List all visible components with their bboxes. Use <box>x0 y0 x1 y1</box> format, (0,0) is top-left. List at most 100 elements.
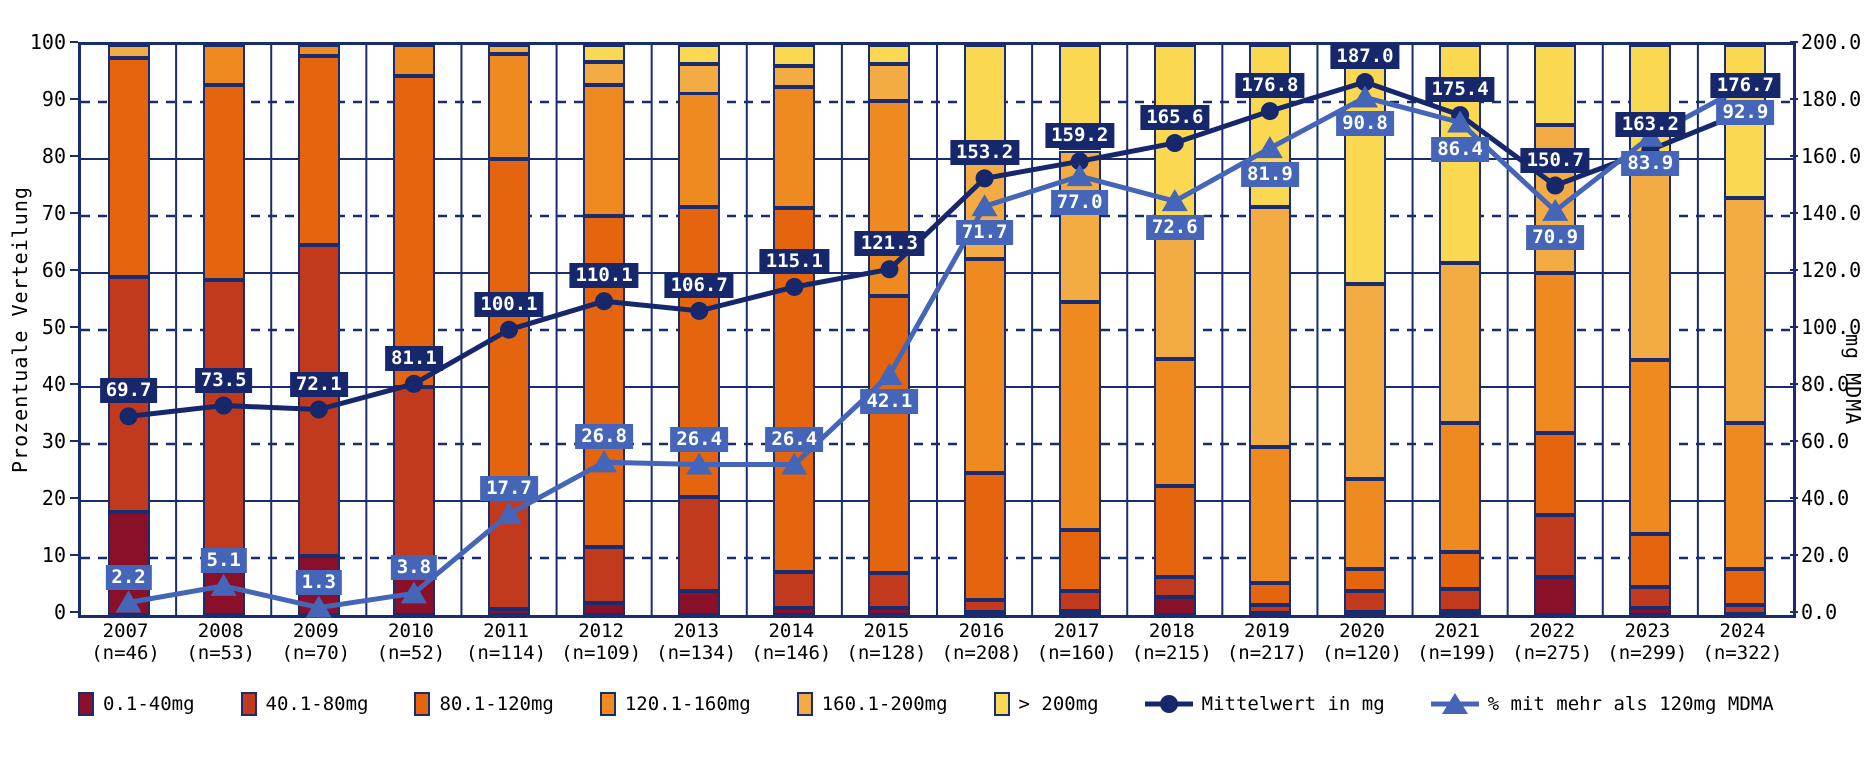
value-label-% mit mehr als 120mg MDMA-2009: 1.3 <box>295 569 342 595</box>
left-tick-60: 60 <box>41 258 66 282</box>
x-label-2024: 2024 (n=322) <box>1695 620 1790 664</box>
right-tick-mark-120.0 <box>1790 269 1798 271</box>
point-Mittelwert in mg-2017 <box>1070 152 1089 171</box>
point-% mit mehr als 120mg MDMA-2022 <box>1542 198 1569 221</box>
bar-segment-2017-40.1-80mg <box>1058 590 1101 611</box>
point-% mit mehr als 120mg MDMA-2014 <box>781 452 808 475</box>
x-label-n-2019: (n=217) <box>1226 642 1307 664</box>
point-Mittelwert in mg-2010 <box>404 374 423 393</box>
value-label-Mittelwert in mg-2012: 110.1 <box>569 263 639 289</box>
x-label-n-2011: (n=114) <box>465 642 547 664</box>
bar-segment-2023-40.1-80mg <box>1629 586 1672 609</box>
value-label-Mittelwert in mg-2017: 159.2 <box>1045 123 1115 149</box>
legend-swatch-icon-160.1-200mg <box>796 692 813 716</box>
point-% mit mehr als 120mg MDMA-2017 <box>1066 164 1093 187</box>
bar-segment-2010-40.1-80mg <box>392 387 435 570</box>
left-tick-0: 0 <box>53 600 66 624</box>
x-label-2010: 2010 (n=52) <box>363 620 458 664</box>
left-tick-mark-60 <box>70 269 78 271</box>
x-label-2018: 2018 (n=215) <box>1124 620 1219 664</box>
legend-item-> 200mg: > 200mg <box>993 692 1099 716</box>
x-label-n-2015: (n=128) <box>846 642 927 664</box>
right-tick-mark-180.0 <box>1790 98 1798 100</box>
right-tick-0.0: 0.0 <box>1801 600 1838 624</box>
bar-segment-2010-80.1-120mg <box>392 76 435 387</box>
bar-segment-2020-80.1-120mg <box>1344 569 1386 592</box>
value-label-% mit mehr als 120mg MDMA-2022: 70.9 <box>1526 224 1585 250</box>
bar-segment-2021-160.1-200mg <box>1439 262 1482 423</box>
x-label-2016: 2016 (n=208) <box>934 620 1029 664</box>
value-label-Mittelwert in mg-2021: 175.4 <box>1425 77 1495 103</box>
point-Mittelwert in mg-2011 <box>500 320 518 339</box>
right-tick-mark-0.0 <box>1790 611 1798 613</box>
x-label-n-2024: (n=322) <box>1702 642 1783 664</box>
value-label-% mit mehr als 120mg MDMA-2008: 5.1 <box>200 547 247 573</box>
bar-segment-2011-0.1-40mg <box>488 609 530 615</box>
x-label-year-2024: 2024 <box>1719 620 1766 642</box>
bar-segment-2022-40.1-80mg <box>1534 514 1577 578</box>
bar-segment-2013-> 200mg <box>678 45 721 64</box>
value-label-% mit mehr als 120mg MDMA-2021: 86.4 <box>1431 136 1489 162</box>
x-label-2008: 2008 (n=53) <box>173 620 268 664</box>
value-label-Mittelwert in mg-2011: 100.1 <box>474 291 544 317</box>
x-label-year-2009: 2009 <box>292 620 339 642</box>
point-Mittelwert in mg-2008 <box>214 396 233 415</box>
bar-segment-2016-> 200mg <box>963 45 1006 150</box>
x-label-n-2014: (n=146) <box>751 642 832 664</box>
x-label-n-2009: (n=70) <box>281 642 351 664</box>
bar-segment-2008-120.1-160mg <box>202 45 245 85</box>
legend-swatch-icon-120.1-160mg <box>599 692 616 716</box>
line-series <box>115 73 1759 618</box>
x-label-year-2019: 2019 <box>1244 620 1290 642</box>
bar-segment-2019-120.1-160mg <box>1248 446 1291 584</box>
point-Mittelwert in mg-2016 <box>975 169 994 188</box>
legend-label: 0.1-40mg <box>103 693 195 715</box>
bar-segment-2018-120.1-160mg <box>1153 359 1196 486</box>
point-% mit mehr als 120mg MDMA-2010 <box>400 581 427 604</box>
bar-segment-2007-80.1-120mg <box>107 57 150 277</box>
legend-label: 120.1-160mg <box>624 693 751 715</box>
right-tick-140.0: 140.0 <box>1801 201 1862 225</box>
bar-segment-2014-> 200mg <box>773 45 816 66</box>
value-label-% mit mehr als 120mg MDMA-2012: 26.8 <box>575 424 633 450</box>
line-% mit mehr als 120mg MDMA <box>128 83 1747 611</box>
legend-triangle-sample <box>1441 693 1468 714</box>
legend: 0.1-40mg 40.1-80mg 80.1-120mg 120.1-160mg 16… <box>78 692 1838 716</box>
legend-swatch-icon-0.1-40mg <box>78 692 94 716</box>
bar-segment-2021-80.1-120mg <box>1439 551 1482 589</box>
x-label-year-2016: 2016 <box>958 620 1005 642</box>
left-tick-30: 30 <box>41 429 66 453</box>
legend-item-160.1-200mg: 160.1-200mg <box>796 692 948 716</box>
bar-segment-2012-40.1-80mg <box>583 546 626 603</box>
bar-segment-2012-160.1-200mg <box>583 62 626 85</box>
left-tick-mark-0 <box>70 611 78 613</box>
value-label-Mittelwert in mg-2016: 153.2 <box>949 140 1020 166</box>
bar-segment-2014-120.1-160mg <box>773 87 816 208</box>
bar-segment-2008-80.1-120mg <box>202 84 245 280</box>
bar-segment-2023-120.1-160mg <box>1629 360 1672 535</box>
right-tick-mark-60.0 <box>1790 440 1798 442</box>
left-tick-20: 20 <box>41 486 66 510</box>
legend-item-Mittelwert in mg: Mittelwert in mg <box>1144 692 1385 716</box>
bar-segment-2017-0.1-40mg <box>1058 611 1101 615</box>
bar-segment-2020-160.1-200mg <box>1344 284 1386 480</box>
x-label-year-2008: 2008 <box>197 620 244 642</box>
bar-segment-2021-0.1-40mg <box>1439 611 1482 615</box>
right-tick-180.0: 180.0 <box>1801 87 1862 111</box>
point-% mit mehr als 120mg MDMA-2019 <box>1256 136 1283 159</box>
left-tick-50: 50 <box>41 315 66 339</box>
x-label-n-2023: (n=299) <box>1607 642 1688 664</box>
bar-segment-2009-120.1-160mg <box>297 45 340 57</box>
value-label-Mittelwert in mg-2008: 73.5 <box>194 367 253 393</box>
value-label-% mit mehr als 120mg MDMA-2007: 2.2 <box>105 564 152 590</box>
legend-swatch-icon-> 200mg <box>993 692 1010 716</box>
gridlines <box>81 45 1793 615</box>
legend-item-80.1-120mg: 80.1-120mg <box>414 692 554 716</box>
stacked-bars <box>81 44 1793 615</box>
x-label-n-2012: (n=109) <box>561 642 642 664</box>
left-tick-mark-10 <box>70 554 78 556</box>
legend-swatch-icon-40.1-80mg <box>240 692 257 716</box>
bar-segment-2018-80.1-120mg <box>1153 485 1196 578</box>
x-label-year-2007: 2007 <box>102 620 149 642</box>
point-% mit mehr als 120mg MDMA-2011 <box>496 502 522 525</box>
